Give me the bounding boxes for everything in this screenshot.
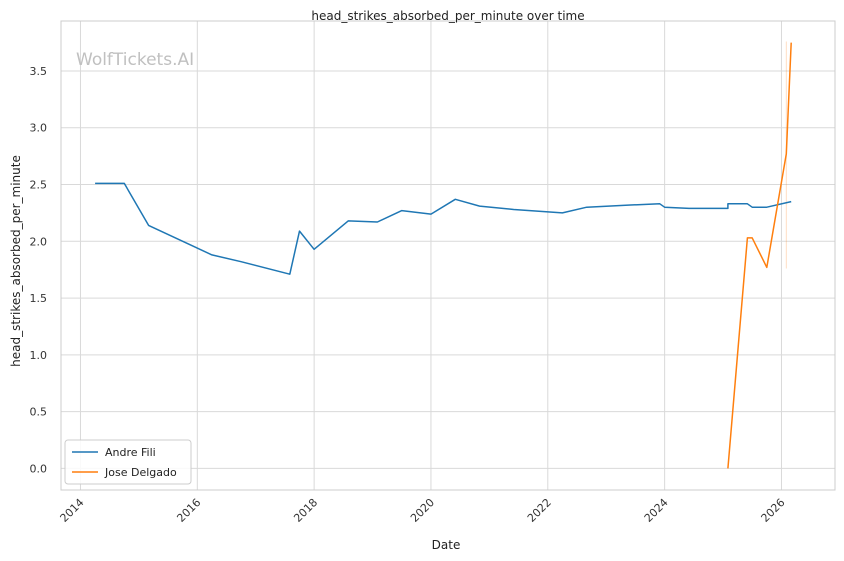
y-tick-label: 0.5 xyxy=(30,406,48,419)
series-lines xyxy=(95,42,792,469)
x-axis-title: Date xyxy=(432,538,461,552)
y-tick-label: 3.5 xyxy=(30,65,48,78)
y-tick-label: 0.0 xyxy=(30,462,48,475)
plot-area-frame xyxy=(60,20,836,491)
chart-title: head_strikes_absorbed_per_minute over ti… xyxy=(311,9,584,23)
y-axis-title: head_strikes_absorbed_per_minute xyxy=(9,155,23,367)
legend-box xyxy=(64,439,192,485)
legend-label-andre-fili: Andre Fili xyxy=(105,446,156,459)
series-line-jose-delgado xyxy=(727,42,792,469)
y-tick-label: 2.5 xyxy=(30,179,48,192)
y-tick-label: 3.0 xyxy=(30,122,48,135)
legend-label-jose-delgado: Jose Delgado xyxy=(104,466,177,479)
y-axis-ticks: 0.0 0.5 1.0 1.5 2.0 2.5 3.0 3.5 xyxy=(30,65,48,475)
watermark-text: WolfTickets.AI xyxy=(76,50,194,70)
legend: Andre Fili Jose Delgado xyxy=(64,439,192,485)
series-line-andre-fili xyxy=(95,182,792,275)
y-tick-label: 1.5 xyxy=(30,292,48,305)
y-tick-label: 2.0 xyxy=(30,235,48,248)
y-tick-label: 1.0 xyxy=(30,349,48,362)
